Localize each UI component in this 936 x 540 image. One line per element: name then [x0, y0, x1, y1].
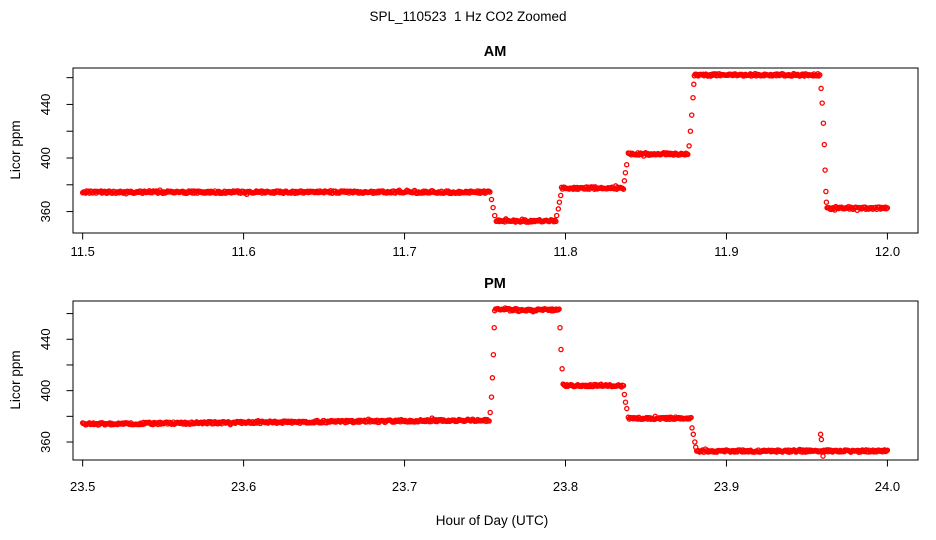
- y-tick-label: 400: [38, 380, 53, 402]
- am-panel: 11.5 11.6 11.7 11.8 11.9 12.0 360 400 440: [38, 67, 919, 259]
- x-tick-label: 12.0: [875, 244, 900, 259]
- data-point: [686, 143, 692, 149]
- data-point: [557, 324, 563, 331]
- data-point: [688, 112, 695, 118]
- data-point-series: [79, 305, 891, 459]
- data-point: [692, 439, 698, 445]
- data-point: [556, 199, 563, 205]
- data-point: [689, 425, 695, 431]
- data-point: [490, 351, 497, 358]
- data-point: [624, 405, 630, 412]
- data-point: [818, 436, 825, 443]
- figure-title: SPL_110523 1 Hz CO2 Zoomed: [369, 9, 566, 24]
- data-point: [823, 188, 829, 195]
- data-point-series: [79, 70, 891, 225]
- data-point: [486, 418, 492, 424]
- data-point: [490, 204, 496, 211]
- data-point: [817, 431, 824, 438]
- x-tick-label: 23.5: [70, 479, 95, 494]
- x-tick-label: 23.6: [231, 479, 256, 494]
- x-tick-label: 11.5: [70, 244, 94, 259]
- data-point: [491, 212, 498, 219]
- plot-box: [72, 300, 919, 461]
- data-point: [685, 151, 691, 158]
- data-point: [621, 178, 628, 184]
- plot-box: [72, 67, 919, 234]
- data-point: [818, 85, 824, 92]
- y-tick-label: 440: [38, 94, 53, 116]
- data-point: [817, 72, 823, 78]
- x-axis-label: Hour of Day (UTC): [436, 513, 549, 528]
- data-point: [556, 306, 562, 312]
- x-tick-label: 11.7: [392, 244, 416, 259]
- data-point: [557, 192, 564, 199]
- data-point: [623, 161, 630, 168]
- am-panel-title: AM: [484, 44, 507, 60]
- data-point: [487, 189, 493, 195]
- pm-y-axis-label: Licor ppm: [8, 350, 23, 409]
- data-point: [559, 366, 565, 372]
- pm-panel: 23.5 23.6 23.7 23.8 23.9 24.0 360 400 440: [38, 300, 919, 494]
- data-point: [553, 218, 559, 225]
- data-point: [491, 324, 497, 331]
- x-tick-label: 11.6: [231, 244, 255, 259]
- y-tick-label: 440: [38, 328, 53, 350]
- data-point: [884, 447, 891, 453]
- data-point: [622, 169, 629, 176]
- data-point: [820, 453, 826, 459]
- data-point: [488, 394, 495, 400]
- am-y-axis-label: Licor ppm: [8, 120, 23, 179]
- data-point: [489, 375, 496, 381]
- data-point: [487, 409, 493, 416]
- data-point: [555, 206, 562, 212]
- data-point: [821, 141, 828, 148]
- data-point: [690, 431, 697, 438]
- data-point: [488, 196, 495, 203]
- data-point: [685, 415, 691, 421]
- pm-panel-title: PM: [484, 276, 506, 292]
- data-point: [622, 399, 629, 405]
- data-point: [553, 212, 560, 219]
- x-tick-label: 23.7: [392, 479, 417, 494]
- data-point: [819, 100, 825, 106]
- x-tick-label: 23.9: [714, 479, 739, 494]
- data-point: [621, 391, 628, 398]
- data-point: [688, 414, 694, 421]
- x-tick-label: 11.8: [553, 244, 577, 259]
- data-point: [820, 120, 827, 126]
- y-tick-label: 400: [38, 147, 53, 169]
- y-tick-label: 360: [38, 201, 53, 223]
- data-point: [620, 382, 627, 389]
- data-point: [620, 186, 627, 192]
- data-point: [691, 81, 697, 88]
- y-tick-label: 360: [38, 431, 53, 453]
- data-point: [687, 128, 694, 134]
- data-point: [690, 94, 696, 101]
- x-tick-label: 23.8: [553, 479, 578, 494]
- x-tick-label: 24.0: [875, 479, 900, 494]
- data-point: [884, 205, 891, 211]
- data-point: [822, 167, 828, 173]
- data-point: [823, 199, 830, 205]
- x-tick-label: 11.9: [714, 244, 738, 259]
- data-point: [692, 444, 699, 450]
- data-point: [558, 346, 564, 353]
